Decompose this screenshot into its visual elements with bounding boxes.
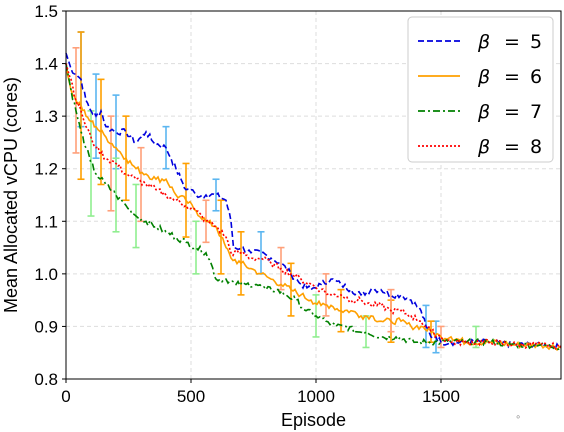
x-tick-label: 500 — [177, 387, 205, 406]
legend-equals: = — [504, 66, 520, 88]
y-tick-label: 1.3 — [34, 107, 58, 126]
series-line — [65, 63, 562, 352]
legend-symbol: β — [477, 31, 490, 53]
x-axis-label: Episode — [281, 410, 346, 430]
series-line — [65, 63, 562, 351]
y-tick-label: 1.4 — [34, 55, 58, 74]
x-tick-label: 1500 — [422, 387, 460, 406]
legend-equals: = — [504, 136, 520, 158]
corner-annotation: ∘ — [515, 412, 521, 423]
y-tick-label: 1.0 — [34, 265, 58, 284]
y-tick-label: 1.5 — [34, 2, 58, 21]
legend-symbol: β — [477, 66, 490, 88]
y-axis-label: Mean Allocated vCPU (cores) — [1, 77, 21, 313]
legend-equals: = — [504, 31, 520, 53]
legend-value: 6 — [530, 66, 542, 88]
series-lines — [65, 52, 562, 352]
y-tick-label: 0.9 — [34, 317, 58, 336]
y-tick-label: 1.1 — [34, 212, 58, 231]
legend: β = 5 β = 6 β = 7 β = 8 — [407, 16, 554, 163]
x-tick-label: 1000 — [297, 387, 335, 406]
plot-frame — [65, 10, 562, 380]
legend-value: 5 — [530, 31, 542, 53]
y-tick-label: 0.8 — [34, 370, 58, 389]
legend-symbol: β — [477, 101, 490, 123]
axis-ticks: 0 500 1000 1500 0.8 0.9 1.0 1.1 1.2 1.3 1.4 1.5 — [34, 2, 460, 406]
legend-equals: = — [504, 101, 520, 123]
legend-symbol: β — [477, 136, 490, 158]
legend-value: 8 — [530, 136, 542, 158]
legend-box — [407, 16, 554, 163]
x-tick-label: 0 — [61, 387, 70, 406]
y-tick-label: 1.2 — [34, 160, 58, 179]
legend-value: 7 — [530, 101, 542, 123]
